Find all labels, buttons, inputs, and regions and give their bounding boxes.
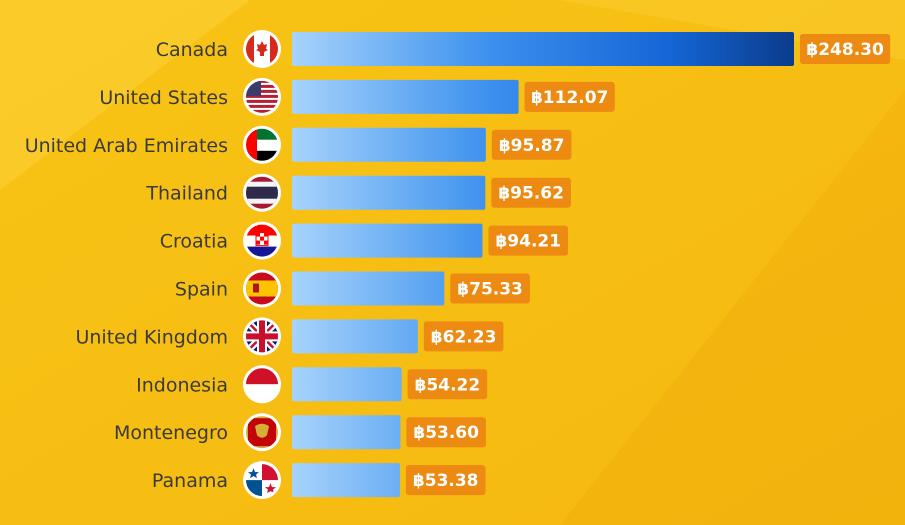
thailand-flag-icon [243, 173, 281, 212]
croatia-flag-icon [243, 221, 281, 260]
category-label-united-arab-emirates: United Arab Emirates [25, 135, 228, 157]
value-label-croatia: ฿94.21 [495, 232, 561, 252]
bar-spain [292, 271, 445, 306]
category-label-canada: Canada [156, 39, 228, 61]
value-badge-canada [800, 34, 891, 64]
united-states-flag-icon [243, 77, 281, 116]
value-label-united-kingdom: ฿62.23 [431, 327, 497, 347]
bar-row-thailand: Thailand ฿95.62 [145, 173, 571, 212]
value-badge-indonesia [407, 369, 488, 400]
value-label-united-states: ฿112.07 [531, 88, 608, 108]
value-label-montenegro: ฿53.60 [413, 423, 479, 443]
category-label-croatia: Croatia [160, 231, 228, 253]
value-badge-panama [405, 465, 486, 496]
bar-row-indonesia: Indonesia ฿54.22 [136, 365, 488, 404]
montenegro-flag-icon [243, 413, 281, 452]
value-label-panama: ฿53.38 [413, 471, 479, 491]
canada-flag-icon [243, 30, 281, 68]
category-label-united-kingdom: United Kingdom [75, 326, 228, 348]
value-badge-spain [450, 273, 530, 304]
bar-row-canada: Canada ฿248.30 [156, 30, 891, 68]
bar-montenegro [292, 415, 401, 450]
bar-united-arab-emirates [292, 127, 486, 162]
bar-row-montenegro: Montenegro ฿53.60 [114, 413, 486, 452]
bar-row-panama: Panama ฿53.38 [152, 461, 486, 500]
bar-panama [292, 463, 400, 498]
bar-canada [292, 32, 794, 66]
value-badge-united-arab-emirates [491, 129, 572, 160]
category-label-montenegro: Montenegro [114, 422, 228, 444]
united-kingdom-flag-icon [243, 317, 281, 356]
united-arab-emirates-flag-icon [243, 125, 281, 164]
bar-united-states [292, 79, 519, 114]
value-badge-montenegro [406, 417, 486, 448]
spain-flag-icon [243, 269, 281, 308]
category-label-spain: Spain [175, 279, 228, 301]
value-badge-united-states [524, 81, 615, 112]
value-badge-thailand [491, 177, 571, 208]
category-label-thailand: Thailand [145, 183, 228, 205]
panama-flag-icon [243, 461, 281, 500]
value-label-spain: ฿75.33 [457, 280, 523, 300]
bar-thailand [292, 175, 486, 210]
value-badge-croatia [488, 225, 569, 256]
value-label-thailand: ฿95.62 [498, 184, 564, 204]
value-label-canada: ฿248.30 [806, 40, 884, 60]
category-label-indonesia: Indonesia [136, 374, 228, 396]
bar-row-croatia: Croatia ฿94.21 [160, 221, 569, 260]
bar-indonesia [292, 367, 402, 402]
value-badge-united-kingdom [423, 321, 504, 352]
bar-row-united-kingdom: United Kingdom ฿62.23 [75, 317, 504, 356]
bar-croatia [292, 223, 483, 258]
bar-united-kingdom [292, 319, 418, 354]
bar-row-united-states: United States ฿112.07 [99, 77, 615, 116]
indonesia-flag-icon [243, 365, 281, 404]
category-label-panama: Panama [152, 470, 228, 492]
value-label-united-arab-emirates: ฿95.87 [499, 136, 565, 156]
bar-row-united-arab-emirates: United Arab Emirates ฿95.87 [25, 125, 572, 164]
bar-row-spain: Spain ฿75.33 [175, 269, 530, 308]
category-label-united-states: United States [99, 87, 228, 109]
value-label-indonesia: ฿54.22 [415, 375, 481, 395]
